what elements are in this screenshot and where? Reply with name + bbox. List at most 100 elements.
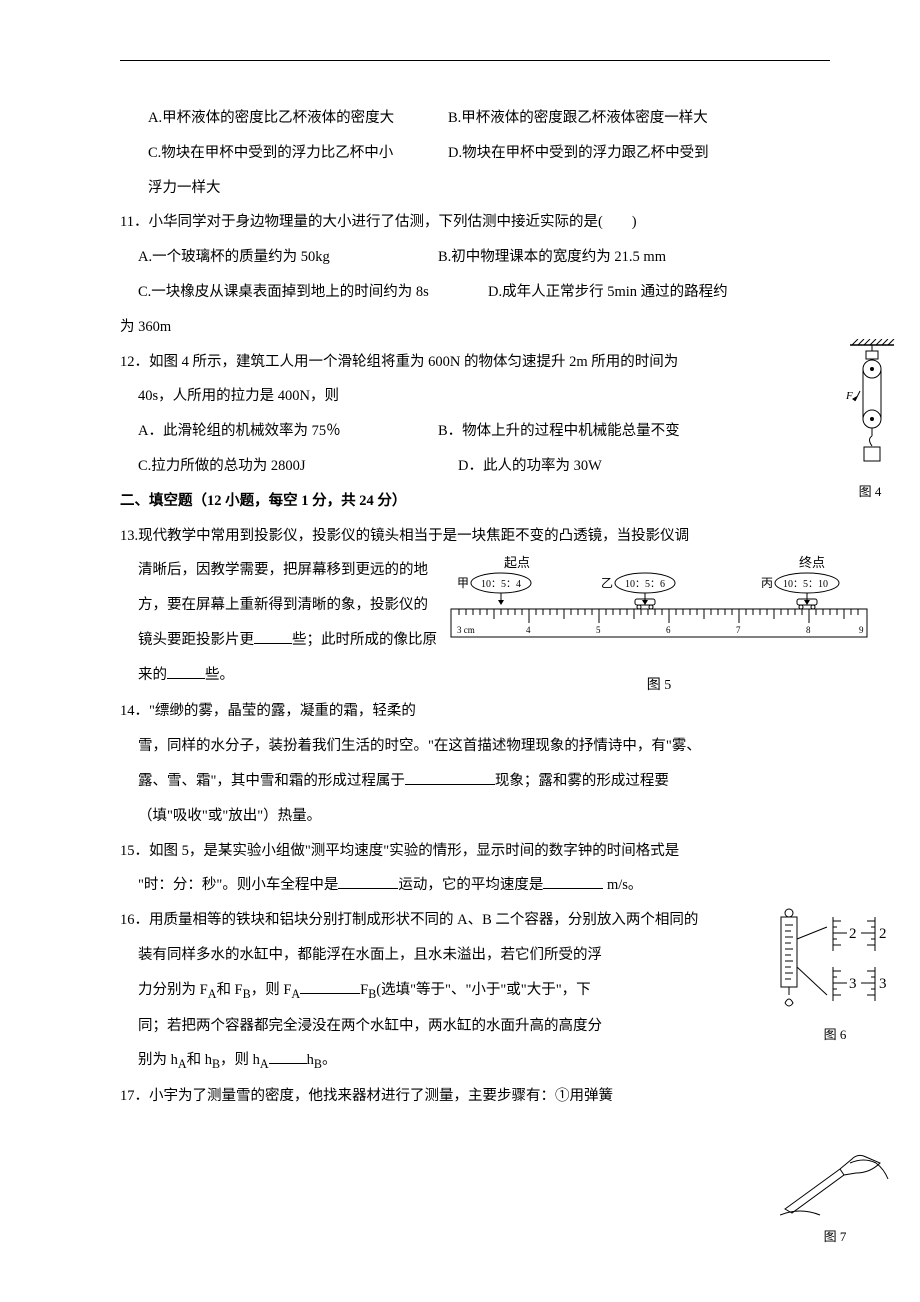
q15-stem: 15．如图 5，是某实验小组做"测平均速度"实验的情形，显示时间的数字钟的时间格… — [120, 834, 830, 869]
top-rule — [120, 60, 830, 61]
q12-optC: C.拉力所做的总功为 2800J — [138, 449, 438, 484]
q11-optD-cont: 为 360m — [120, 310, 830, 345]
figure-7: 图 7 — [780, 1149, 890, 1245]
blank — [405, 769, 495, 785]
q10-optD: D.物块在甲杯中受到的浮力跟乙杯中受到 — [448, 136, 830, 171]
q16-l2b: FB(选填"等于"、"小于"或"大于"，下 — [360, 982, 590, 998]
q12-block: F 图 4 12．如图 4 所示，建筑工人用一个滑轮组将重为 600N 的物体匀… — [120, 345, 830, 484]
q10-row-cd: C.物块在甲杯中受到的浮力比乙杯中小 D.物块在甲杯中受到的浮力跟乙杯中受到 — [120, 136, 830, 171]
svg-text:2: 2 — [879, 926, 887, 942]
svg-text:2: 2 — [849, 926, 857, 942]
blank — [300, 978, 360, 994]
svg-text:4: 4 — [526, 625, 531, 635]
svg-text:10：5：4: 10：5：4 — [481, 579, 521, 590]
q10-optA: A.甲杯液体的密度比乙杯液体的密度大 — [148, 101, 448, 136]
q11-stem: 11．小华同学对于身边物理量的大小进行了估测，下列估测中接近实际的是( ) — [120, 205, 830, 240]
q16-stem: 16．用质量相等的铁块和铝块分别打制成形状不同的 A、B 二个容器，分别放入两个… — [120, 903, 830, 938]
svg-text:10：5：6: 10：5：6 — [625, 579, 665, 590]
q14-l1: 雪，同样的水分子，装扮着我们生活的时空。"在这首描述物理现象的抒情诗中，有"雾、 — [120, 729, 830, 764]
q13-l3a: 镜头要距投影片更 — [138, 632, 254, 648]
q12-optB: B．物体上升的过程中机械能总量不变 — [438, 414, 830, 449]
q16-l3: 同；若把两个容器都完全浸没在两个水缸中，两水缸的水面升高的高度分 — [120, 1009, 830, 1044]
svg-text:3 cm: 3 cm — [457, 625, 475, 635]
q13-l2: 方，要在屏幕上重新得到清晰的象，投影仪的 — [120, 588, 437, 623]
q16-l2a: 力分别为 FA和 FB，则 FA — [138, 982, 300, 998]
fig5-label: 图 5 — [449, 674, 869, 694]
q14-l2b: 现象；露和雾的形成过程要 — [495, 773, 669, 789]
svg-text:甲: 甲 — [457, 576, 469, 590]
q15-l1c: m/s。 — [603, 877, 642, 893]
q11-optB: B.初中物理课本的宽度约为 21.5 mm — [438, 240, 830, 275]
q13-text: 清晰后，因教学需要，把屏幕移到更远的的地 方，要在屏幕上重新得到清晰的象，投影仪… — [120, 553, 437, 692]
q16-l4b: hB。 — [307, 1052, 337, 1068]
blank — [269, 1049, 307, 1065]
q12-stem1: 12．如图 4 所示，建筑工人用一个滑轮组将重为 600N 的物体匀速提升 2m… — [120, 345, 830, 380]
q11-row-ab: A.一个玻璃杯的质量约为 50kg B.初中物理课本的宽度约为 21.5 mm — [120, 240, 830, 275]
q10-optC: C.物块在甲杯中受到的浮力比乙杯中小 — [148, 136, 448, 171]
q15-l1: "时：分：秒"。则小车全程中是 运动，它的平均速度是 m/s。 — [120, 868, 830, 903]
svg-text:3: 3 — [879, 976, 887, 992]
section-2-title: 二、填空题（12 小题，每空 1 分，共 24 分） — [120, 484, 830, 519]
q10-optB: B.甲杯液体的密度跟乙杯液体密度一样大 — [448, 101, 830, 136]
q13-l4: 来的 些。 — [120, 658, 437, 693]
q15-l1a: "时：分：秒"。则小车全程中是 — [138, 877, 338, 893]
q11-optC: C.一块橡皮从课桌表面掉到地上的时间约为 8s — [138, 275, 488, 310]
svg-text:8: 8 — [806, 625, 811, 635]
svg-text:6: 6 — [666, 625, 671, 635]
svg-text:终点: 终点 — [799, 555, 825, 570]
q17-stem: 17．小宇为了测量雪的密度，他找来器材进行了测量，主要步骤有：①用弹簧 — [120, 1079, 830, 1114]
blank — [254, 628, 292, 644]
blank — [167, 663, 205, 679]
svg-text:10：5：10: 10：5：10 — [783, 579, 828, 590]
q13-stem1: 13.现代教学中常用到投影仪，投影仪的镜头相当于是一块焦距不变的凸透镜，当投影仪… — [120, 519, 830, 554]
q13-l3: 镜头要距投影片更 些；此时所成的像比原 — [120, 623, 437, 658]
svg-text:3: 3 — [849, 976, 857, 992]
q12-row-cd: C.拉力所做的总功为 2800J D．此人的功率为 30W — [120, 449, 830, 484]
blank — [338, 874, 398, 890]
q14-l2a: 露、雪、霜"，其中雪和霜的形成过程属于 — [138, 773, 405, 789]
snow-scoop-icon — [780, 1149, 890, 1219]
q16-block: 2 2 3 3 图 6 16．用质量相等的铁块和铝块分别打制成形状不同的 A — [120, 903, 830, 1079]
q17-block: 图 7 17．小宇为了测量雪的密度，他找来器材进行了测量，主要步骤有：①用弹簧 — [120, 1079, 830, 1219]
blank — [543, 874, 603, 890]
svg-text:5: 5 — [596, 625, 601, 635]
svg-text:丙: 丙 — [761, 576, 773, 590]
q12-row-ab: A．此滑轮组的机械效率为 75％ B．物体上升的过程中机械能总量不变 — [120, 414, 830, 449]
q12-stem2: 40s，人所用的拉力是 400N，则 — [120, 379, 830, 414]
q15-l1b: 运动，它的平均速度是 — [398, 877, 543, 893]
svg-text:7: 7 — [736, 625, 741, 635]
q12-optA: A．此滑轮组的机械效率为 75％ — [138, 414, 438, 449]
q16-l4: 别为 hA和 hB，则 hA hB。 — [120, 1043, 830, 1079]
fig6-label: 图 6 — [775, 1024, 895, 1043]
svg-text:起点: 起点 — [504, 555, 530, 570]
page: A.甲杯液体的密度比乙杯液体的密度大 B.甲杯液体的密度跟乙杯液体密度一样大 C… — [0, 0, 920, 1259]
q13-l3b: 些；此时所成的像比原 — [292, 632, 437, 648]
spring-scale-icon: 2 2 3 3 — [775, 907, 895, 1017]
fig4-label: 图 4 — [840, 481, 900, 500]
q10-optD-cont: 浮力一样大 — [120, 171, 830, 206]
svg-text:9: 9 — [859, 625, 864, 635]
ruler-diagram-icon: 起点 终点 甲 10：5：4 乙 10：5：6 丙 10：5：10 — [449, 553, 869, 663]
figure-6: 2 2 3 3 图 6 — [775, 907, 895, 1043]
q11-optA: A.一个玻璃杯的质量约为 50kg — [138, 240, 438, 275]
q11-row-cd: C.一块橡皮从课桌表面掉到地上的时间约为 8s D.成年人正常步行 5min 通… — [120, 275, 830, 310]
q13-l1: 清晰后，因教学需要，把屏幕移到更远的的地 — [120, 553, 437, 588]
q16-l1: 装有同样多水的水缸中，都能浮在水面上，且水未溢出，若它们所受的浮 — [120, 938, 830, 973]
q10-row-ab: A.甲杯液体的密度比乙杯液体的密度大 B.甲杯液体的密度跟乙杯液体密度一样大 — [120, 101, 830, 136]
q16-l2: 力分别为 FA和 FB，则 FA FB(选填"等于"、"小于"或"大于"，下 — [120, 973, 830, 1009]
figure-5: 起点 终点 甲 10：5：4 乙 10：5：6 丙 10：5：10 — [449, 553, 869, 694]
q14-stem: 14．"缥缈的雾，晶莹的露，凝重的霜，轻柔的 — [120, 694, 830, 729]
force-label: F — [845, 390, 853, 402]
q16-l4a: 别为 hA和 hB，则 hA — [138, 1052, 269, 1068]
figure-4: F 图 4 — [840, 339, 900, 500]
q12-optD: D．此人的功率为 30W — [438, 449, 830, 484]
q14-l2: 露、雪、霜"，其中雪和霜的形成过程属于 现象；露和雾的形成过程要 — [120, 764, 830, 799]
q13-l4a: 来的 — [138, 667, 167, 683]
pulley-icon: F — [844, 339, 896, 479]
q14-l3: （填"吸收"或"放出"）热量。 — [120, 799, 830, 834]
svg-text:乙: 乙 — [601, 576, 613, 590]
q13-l4b: 些。 — [205, 667, 234, 683]
q11-optD: D.成年人正常步行 5min 通过的路程约 — [488, 275, 830, 310]
fig7-label: 图 7 — [780, 1226, 890, 1245]
q13-layout: 清晰后，因教学需要，把屏幕移到更远的的地 方，要在屏幕上重新得到清晰的象，投影仪… — [120, 553, 830, 694]
